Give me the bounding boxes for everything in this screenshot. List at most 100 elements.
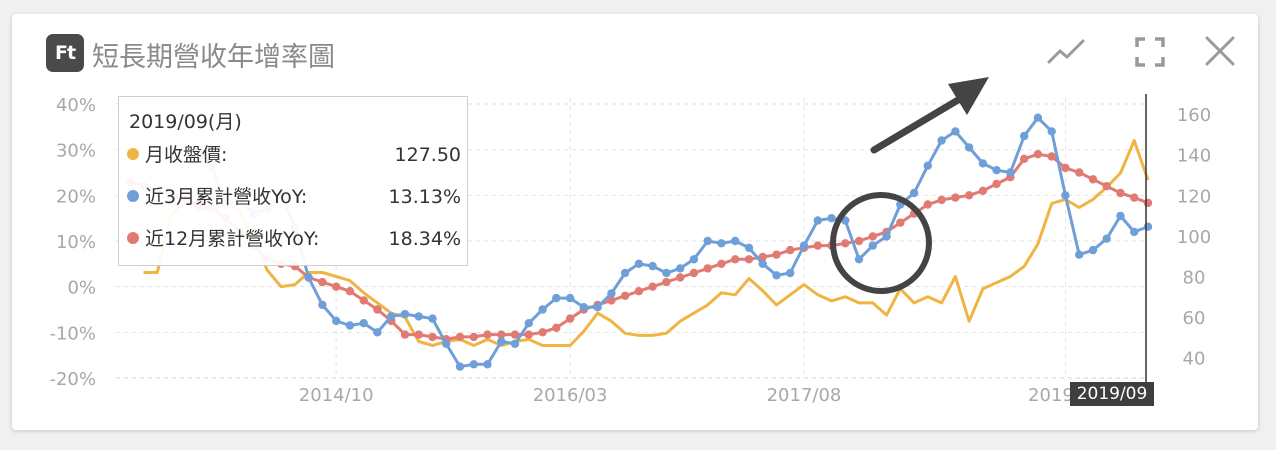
series-point (414, 312, 423, 321)
series-point (772, 250, 781, 259)
series-point (868, 232, 877, 241)
y-right-tick-label: 120 (1177, 186, 1211, 207)
tooltip: 2019/09(月) 月收盤價: 127.50 近3月累計營收YoY: 13.13%… (118, 96, 468, 266)
series-point (662, 277, 671, 287)
series-point (717, 239, 726, 248)
series-point (1033, 150, 1043, 159)
series-point (676, 273, 685, 282)
x-axis: 2014/10 2016/03 2017/08 2019/03 (299, 385, 1103, 406)
y-left-tick-label: -10% (49, 323, 96, 344)
close-icon[interactable] (1200, 34, 1240, 70)
series-point (1088, 245, 1098, 255)
series-point (607, 289, 616, 298)
y-left-tick-label: 20% (56, 186, 96, 207)
y-right-tick-label: 40 (1183, 349, 1206, 370)
tooltip-row-yoy3: 近3月累計營收YoY: 13.13% (127, 183, 461, 211)
logo-icon: Ft (46, 34, 84, 72)
series-point (332, 316, 341, 326)
price-legend-dot (127, 147, 139, 160)
series-point (1020, 131, 1029, 141)
series-point (414, 330, 423, 339)
series-point (882, 232, 891, 241)
series-point (964, 191, 974, 200)
series-point (744, 243, 754, 252)
series-point (552, 293, 561, 303)
series-point (854, 255, 864, 264)
series-point (565, 314, 575, 323)
y-axis-left: 40% 30% 20% 10% 0% -10% -20% (49, 95, 96, 390)
series-point (703, 236, 712, 246)
series-point (373, 328, 382, 337)
series-point (524, 330, 533, 339)
series-point (992, 179, 1001, 189)
series-point (676, 264, 685, 273)
series-point (896, 218, 905, 227)
series-point (593, 303, 602, 312)
series-point (1130, 227, 1139, 237)
expand-icon[interactable] (1130, 34, 1170, 70)
series-point (318, 300, 327, 310)
series-point (634, 259, 644, 268)
series-point (648, 261, 657, 271)
series-point (455, 332, 465, 342)
series-point (579, 303, 588, 312)
series-point (744, 255, 754, 264)
series-point (841, 239, 850, 248)
y-right-tick-label: 80 (1183, 268, 1206, 289)
series-point (689, 268, 699, 278)
tooltip-row-price: 月收盤價: 127.50 (127, 141, 461, 169)
annotation-arrow (870, 77, 989, 154)
series-point (497, 337, 506, 346)
series-point (813, 241, 822, 250)
series-point (620, 291, 630, 300)
y-right-tick-label: 160 (1177, 105, 1211, 126)
series-point (455, 362, 465, 371)
series-point (387, 312, 396, 321)
card-header: Ft 短長期營收年增率圖 (12, 14, 1258, 84)
series-point (923, 161, 932, 170)
x-tick-label: 2017/08 (767, 385, 842, 406)
series-point (359, 296, 368, 305)
series-point (332, 282, 341, 291)
series-point (1033, 113, 1043, 122)
tooltip-value: 18.34% (388, 228, 461, 250)
series-point (483, 360, 492, 369)
series-point (1102, 182, 1111, 191)
series-point (318, 277, 327, 287)
series-point (1130, 193, 1139, 202)
series-point (923, 200, 932, 209)
series-point (428, 332, 437, 342)
series-point (524, 319, 533, 328)
series-point (799, 241, 809, 250)
series-point (703, 264, 712, 273)
series-point (1075, 168, 1084, 177)
series-point (552, 323, 561, 332)
tooltip-label: 月收盤價: (145, 144, 228, 166)
series-point (868, 241, 877, 250)
series-point (1102, 234, 1111, 243)
series-point (1075, 250, 1084, 259)
series-point (1061, 163, 1070, 173)
series-point (510, 339, 520, 348)
series-point (648, 282, 657, 291)
series-point (304, 273, 313, 282)
x-tick-label: 2014/10 (299, 385, 374, 406)
series-point (827, 214, 836, 223)
cursor-date-label: 2019/09 (1070, 382, 1154, 406)
series-point (964, 143, 974, 152)
series-point (1047, 127, 1056, 136)
series-point (813, 216, 822, 225)
series-line-price (143, 139, 1150, 347)
series-point (854, 236, 864, 246)
series-point (538, 305, 547, 314)
series-point (620, 268, 630, 278)
trend-line-icon[interactable] (1046, 34, 1086, 70)
series-point (1047, 152, 1056, 161)
y-right-tick-label: 60 (1183, 308, 1206, 329)
series-point (373, 305, 382, 314)
series-point (937, 136, 946, 145)
series-point (607, 296, 616, 305)
series-point (978, 159, 988, 168)
tooltip-value: 13.13% (388, 186, 461, 208)
series-point (717, 259, 726, 268)
